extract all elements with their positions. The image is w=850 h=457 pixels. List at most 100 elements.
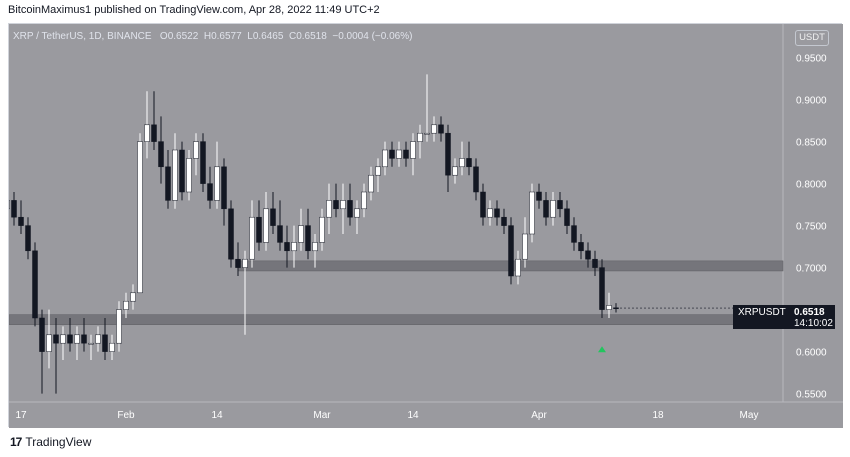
plot-background (9, 24, 783, 402)
candle-body (102, 334, 108, 352)
tradingview-logo-icon: 17 (10, 435, 22, 449)
candle-body (60, 334, 66, 344)
candle-body (172, 149, 178, 201)
candle-body (452, 166, 458, 176)
candle-body (123, 300, 129, 310)
candle-body (46, 334, 52, 352)
candle-body (137, 141, 143, 294)
candle-body (284, 242, 290, 252)
candle-body (536, 191, 542, 201)
x-tick-label: May (740, 410, 759, 421)
last-price-value: 0.6518 (794, 307, 825, 318)
candle-body (193, 141, 199, 159)
candle-body (417, 132, 423, 142)
price-axis-background (783, 24, 843, 402)
candle-body (410, 141, 416, 159)
candle-body (326, 200, 332, 218)
change-value: −0.0004 (−0.06%) (332, 31, 413, 42)
candle-body (438, 124, 444, 134)
y-tick-label: 0.8000 (796, 180, 827, 191)
y-tick-label: 0.6000 (796, 348, 827, 359)
candle-body (361, 191, 367, 210)
candle-body (431, 124, 437, 134)
x-tick-label: Apr (531, 410, 547, 421)
candle-body (522, 233, 528, 260)
candle-body (403, 149, 409, 159)
candle-body (480, 191, 486, 218)
last-price-label: XRPUSDT 0.6518 14:10:02 (733, 305, 835, 329)
candle-body (242, 258, 248, 268)
candle-body (235, 258, 241, 268)
candle-body (599, 267, 605, 310)
candle-body (305, 225, 311, 252)
y-tick-label: 0.7000 (796, 264, 827, 275)
price-chart[interactable]: 0.9500 0.9000 0.8500 0.8000 0.7500 0.7000 0.65… (9, 24, 843, 428)
high-key: H (203, 31, 212, 42)
x-tick-label: 17 (15, 410, 27, 421)
candle-body (158, 141, 164, 168)
candle-body (165, 166, 171, 201)
y-tick-label: 0.9500 (796, 54, 827, 65)
open-key: O (159, 31, 168, 42)
candle-body (396, 149, 402, 159)
candle-body (186, 158, 192, 193)
footer-branding[interactable]: 17 TradingView (10, 435, 91, 449)
candle-body (256, 216, 262, 243)
candle-body (207, 183, 213, 201)
candle-body (529, 191, 535, 235)
candle-body (130, 292, 136, 302)
candle-body (578, 242, 584, 252)
y-tick-label: 0.9000 (796, 96, 827, 107)
candle-body (347, 200, 353, 218)
symbol-legend: XRP / TetherUS, 1D, BINANCE O0.6522 H0.6… (13, 31, 412, 42)
candle-body (466, 158, 472, 168)
candle-body (298, 225, 304, 243)
candle-body (543, 200, 549, 218)
candle-body (571, 225, 577, 243)
symbol-title: XRP / TetherUS, 1D, BINANCE (13, 31, 152, 42)
currency-button[interactable]: USDT (795, 30, 829, 46)
candle-body (270, 208, 276, 226)
candle-body (95, 334, 101, 344)
high-value: 0.6577 (211, 31, 242, 42)
candle-body (144, 124, 150, 142)
candle-body (333, 200, 339, 210)
candle-body (473, 166, 479, 193)
last-price-symbol: XRPUSDT (738, 307, 786, 318)
publish-header: BitcoinMaximus1 published on TradingView… (8, 4, 380, 16)
tradingview-brand: TradingView (25, 435, 92, 449)
y-tick-label: 0.5500 (796, 390, 827, 401)
candle-body (67, 334, 73, 344)
candle-body (88, 342, 94, 345)
candle-body (228, 208, 234, 260)
candle-body (53, 334, 59, 344)
y-tick-label: 0.8500 (796, 138, 827, 149)
candle-body (382, 149, 388, 168)
candle-body (592, 258, 598, 268)
candle-body (487, 208, 493, 218)
close-value: 0.6518 (296, 31, 327, 42)
bar-countdown: 14:10:02 (794, 318, 833, 329)
candle-body (354, 208, 360, 218)
candle-body (424, 132, 430, 135)
candle-body (550, 200, 556, 218)
candle-body (214, 166, 220, 201)
x-tick-label: Mar (313, 410, 331, 421)
candle-body (74, 334, 80, 344)
candle-body (459, 158, 465, 168)
time-axis-background (9, 402, 843, 428)
candle-body (249, 216, 255, 260)
candle-body (11, 200, 17, 218)
low-key: L (247, 31, 253, 42)
x-tick-label: 14 (211, 410, 223, 421)
candle-body (9, 200, 10, 210)
chart-panel[interactable]: 0.9500 0.9000 0.8500 0.8000 0.7500 0.7000 0.65… (8, 23, 843, 428)
candle-body (501, 216, 507, 226)
low-value: 0.6465 (252, 31, 284, 42)
candle-body (312, 242, 318, 252)
candle-body (368, 174, 374, 193)
candle-body (39, 317, 45, 352)
candle-body (18, 216, 24, 226)
candle-body (606, 305, 612, 310)
candle-body (564, 208, 570, 226)
